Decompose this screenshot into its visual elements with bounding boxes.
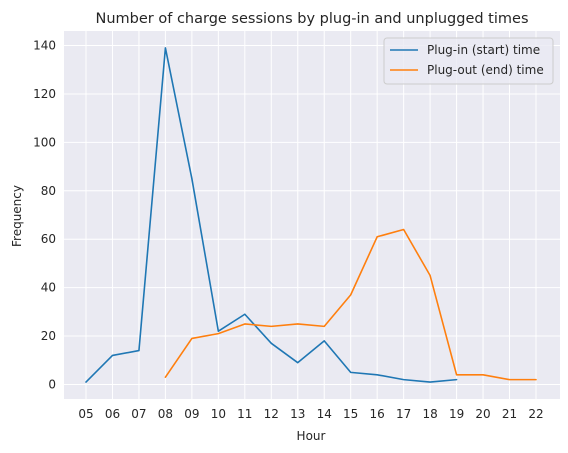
x-tick-label: 19 [449,407,464,421]
x-tick-label: 10 [211,407,226,421]
legend-label-plug-in: Plug-in (start) time [427,43,540,57]
y-tick-label: 100 [33,135,56,149]
x-tick-label: 11 [237,407,252,421]
legend-frame [383,37,554,85]
series-lines [85,47,537,383]
y-tick-label: 80 [41,184,56,198]
x-tick-label: 16 [370,407,385,421]
plot-background [64,31,560,399]
x-tick-label: 20 [475,407,490,421]
x-tick-label: 13 [290,407,305,421]
legend-label-plug-out: Plug-out (end) time [427,63,544,77]
x-tick-label: 09 [184,407,199,421]
x-tick-label: 12 [264,407,279,421]
x-tick-label: 18 [422,407,437,421]
grid [64,31,560,399]
x-tick-label: 08 [158,407,173,421]
x-axis-label: Hour [297,429,326,443]
y-tick-label: 0 [48,377,56,391]
x-tick-label: 05 [78,407,93,421]
x-tick-label: 07 [131,407,146,421]
series-line-plug-out [164,228,537,381]
x-tick-label: 15 [343,407,358,421]
series-line-plug-in [85,47,458,383]
y-tick-label: 120 [33,87,56,101]
x-tick-label: 06 [105,407,120,421]
x-tick-labels: 05 06 07 08 09 10 11 12 13 14 15 16 17 18 19 20 21 22 [78,407,543,421]
chart-title: Number of charge sessions by plug-in and… [96,11,529,27]
x-tick-label: 21 [502,407,517,421]
y-axis-label: Frequency [10,185,24,247]
legend: Plug-in (start) time Plug-out (end) time [383,37,554,85]
y-tick-label: 40 [41,281,56,295]
x-tick-label: 14 [317,407,332,421]
y-tick-label: 20 [41,329,56,343]
y-tick-label: 60 [41,232,56,246]
x-tick-label: 22 [528,407,543,421]
y-tick-labels: 0 20 40 60 80 100 120 140 [33,39,56,392]
y-tick-label: 140 [33,39,56,53]
x-tick-label: 17 [396,407,411,421]
